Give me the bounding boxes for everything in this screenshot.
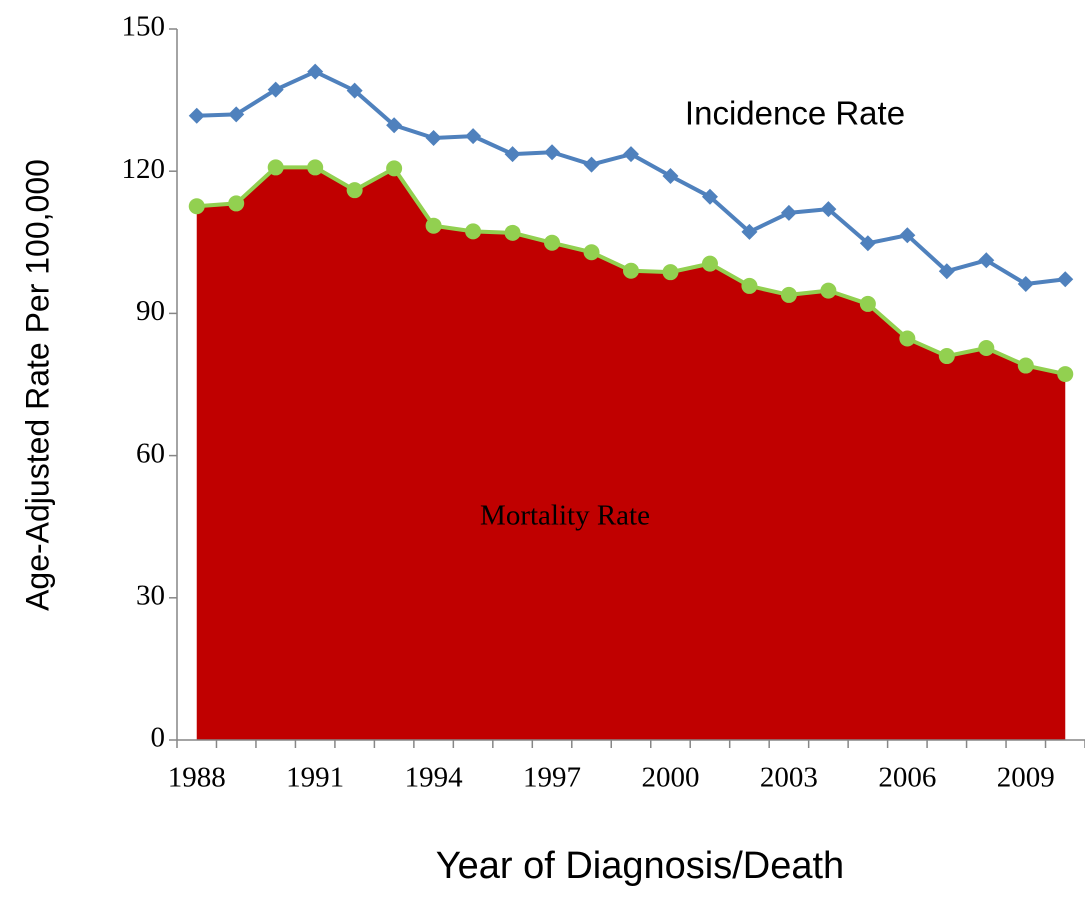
marker [465, 223, 482, 240]
marker [307, 159, 324, 176]
marker [701, 255, 718, 272]
area-fill [196, 167, 1066, 740]
x-tick-label: 2006 [878, 762, 936, 794]
marker [386, 160, 403, 177]
marker [780, 204, 797, 221]
marker [859, 235, 876, 252]
marker [267, 81, 284, 98]
x-axis-title: Year of Diagnosis/Death [436, 845, 844, 887]
y-tick-label: 30 [136, 579, 165, 611]
marker [425, 130, 442, 147]
marker [544, 144, 561, 161]
y-axis-title: Age-Adjusted Rate Per 100,000 [19, 159, 55, 611]
marker [425, 217, 442, 234]
y-tick-label: 120 [122, 153, 166, 185]
marker [544, 234, 561, 251]
marker [228, 106, 245, 123]
x-tick-label: 1997 [523, 762, 581, 794]
marker [978, 252, 995, 269]
marker [741, 277, 758, 294]
marker [938, 263, 955, 280]
marker [465, 128, 482, 145]
marker [623, 146, 639, 163]
y-tick-label: 150 [122, 11, 166, 43]
y-tick-label: 90 [136, 295, 165, 327]
marker [820, 282, 837, 299]
y-tick-label: 60 [136, 437, 165, 469]
marker [623, 262, 639, 279]
marker [899, 227, 916, 244]
marker [583, 156, 600, 173]
marker [228, 195, 245, 212]
marker [662, 167, 679, 184]
marker [780, 286, 797, 303]
marker [820, 201, 837, 218]
x-tick-label: 1988 [168, 762, 226, 794]
y-tick-label: 0 [151, 722, 166, 754]
x-tick-label: 1994 [405, 762, 464, 794]
marker [188, 107, 205, 124]
marker [386, 117, 403, 134]
marker [938, 348, 955, 365]
annotation: Incidence Rate [685, 95, 905, 132]
x-tick-label: 1991 [286, 762, 344, 794]
marker [859, 295, 876, 312]
marker [188, 198, 205, 215]
marker [1017, 276, 1034, 293]
annotation: Mortality Rate [480, 500, 650, 532]
marker [1057, 271, 1074, 288]
marker [504, 146, 521, 163]
marker [504, 224, 521, 241]
x-tick-label: 2003 [760, 762, 818, 794]
marker [899, 330, 916, 347]
marker [583, 244, 600, 261]
x-tick-label: 2000 [641, 762, 699, 794]
x-tick-label: 2009 [997, 762, 1055, 794]
marker [267, 159, 284, 176]
marker [741, 223, 758, 240]
marker [307, 63, 324, 80]
marker [346, 182, 363, 199]
marker [978, 340, 995, 357]
marker [1057, 366, 1074, 383]
marker [662, 264, 679, 281]
marker [1017, 357, 1034, 374]
marker [346, 82, 363, 99]
marker [701, 188, 718, 205]
